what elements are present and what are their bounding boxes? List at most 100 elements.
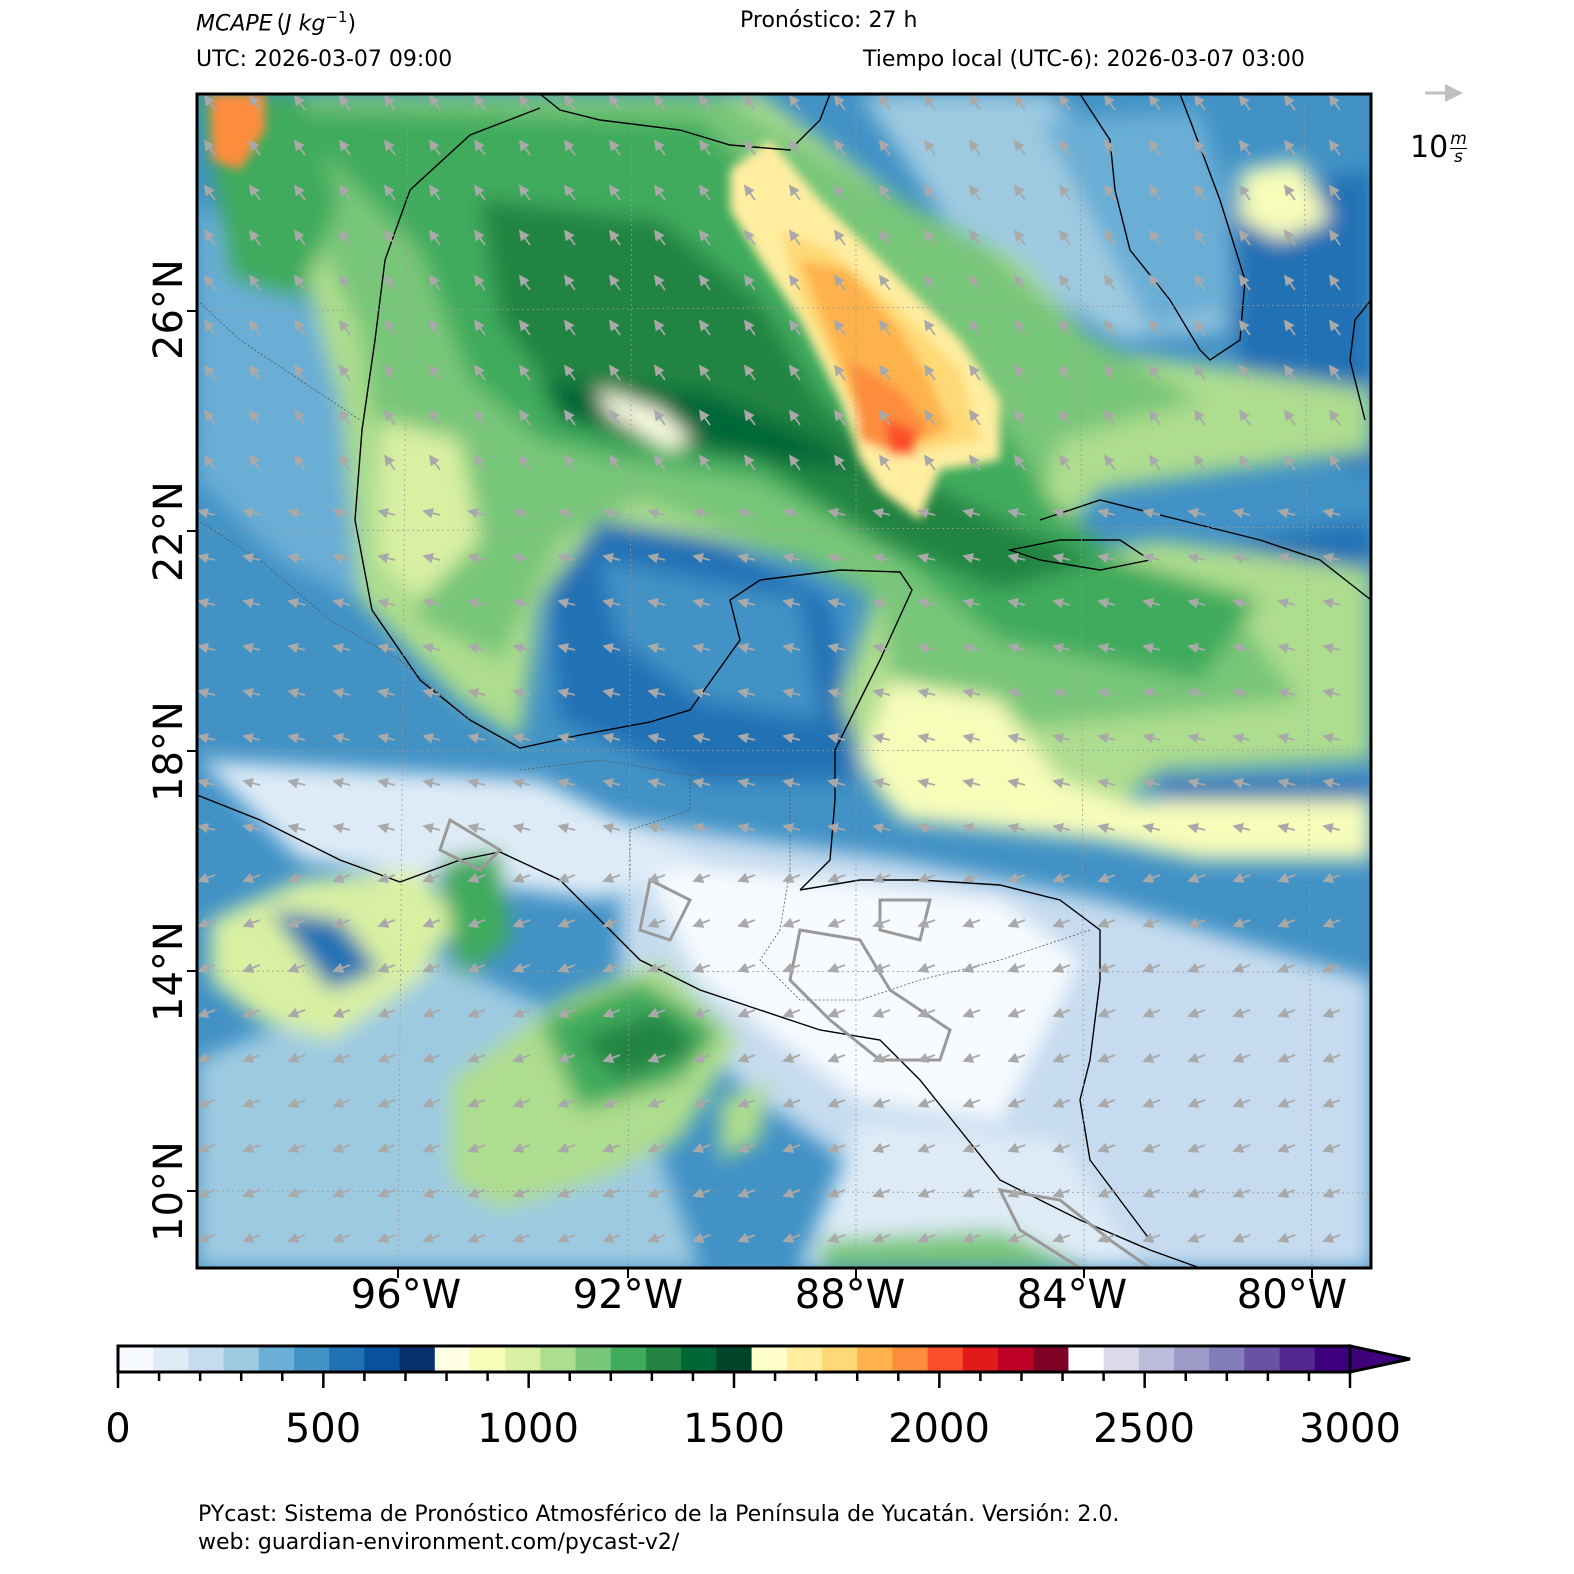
wind-arrow-icon <box>1277 1187 1296 1198</box>
wind-arrow-icon <box>422 1142 441 1153</box>
wind-arrow-icon <box>1283 184 1296 201</box>
wind-arrow-icon <box>1193 274 1206 291</box>
wind-arrow-icon <box>1148 184 1161 201</box>
wind-arrow-icon <box>473 364 486 381</box>
wind-arrow-icon <box>1193 409 1206 426</box>
wind-arrow-icon <box>1103 94 1116 111</box>
wind-arrow-icon <box>968 454 981 471</box>
wind-arrow-icon <box>383 409 396 426</box>
lat-label-10: 10°N <box>146 1141 192 1242</box>
wind-arrow-icon <box>1013 454 1026 471</box>
wind-arrow-icon <box>1007 1187 1026 1198</box>
wind-arrow-icon <box>203 274 216 291</box>
wind-arrow-icon <box>1238 94 1251 111</box>
wind-arrow-icon <box>923 454 936 471</box>
wind-arrow-icon <box>1322 777 1341 789</box>
lat-label-22: 22°N <box>146 481 192 582</box>
wind-arrow-icon <box>203 319 216 336</box>
wind-arrow-icon <box>248 139 261 156</box>
wind-arrow-icon <box>653 184 666 201</box>
wind-arrow-icon <box>332 962 351 973</box>
wind-arrow-icon <box>332 1097 351 1108</box>
wind-arrow-icon <box>1187 597 1206 609</box>
wind-arrow-icon <box>698 319 711 336</box>
wind-arrow-icon <box>287 1007 306 1018</box>
wind-key: 10 m s <box>1410 130 1467 166</box>
wind-arrow-icon <box>1277 822 1296 834</box>
wind-arrow-icon <box>608 454 621 471</box>
wind-arrow-icon <box>1058 409 1071 426</box>
wind-arrow-icon <box>293 409 306 426</box>
wind-arrow-icon <box>338 454 351 471</box>
wind-arrow-icon <box>1187 1097 1206 1108</box>
wind-arrow-icon <box>602 687 621 699</box>
wind-arrow-icon <box>512 687 531 699</box>
wind-arrow-icon <box>1322 552 1341 564</box>
wind-arrow-icon <box>1052 732 1071 744</box>
wind-arrow-icon <box>968 139 981 156</box>
wind-arrow-icon <box>287 777 306 789</box>
colorbar-segment <box>892 1346 929 1372</box>
variable-name: MCAPE <box>196 11 273 37</box>
wind-arrow-icon <box>962 777 981 789</box>
wind-arrow-icon <box>827 1232 846 1243</box>
wind-arrow-icon <box>647 1097 666 1108</box>
colorbar-segment <box>1068 1346 1105 1372</box>
wind-arrow-icon <box>332 822 351 834</box>
colorbar-segment <box>716 1346 753 1372</box>
wind-arrow-icon <box>332 1232 351 1243</box>
colorbar-segment <box>540 1346 577 1372</box>
wind-arrow-icon <box>377 962 396 973</box>
wind-arrow-icon <box>248 94 261 111</box>
wind-arrow-icon <box>377 552 396 564</box>
wind-arrow-icon <box>737 597 756 609</box>
wind-arrow-icon <box>602 552 621 564</box>
wind-arrow-icon <box>197 1097 216 1108</box>
wind-arrow-icon <box>422 872 441 883</box>
wind-arrow-icon <box>467 507 486 519</box>
wind-arrow-icon <box>1097 597 1116 609</box>
wind-arrow-icon <box>332 507 351 519</box>
wind-arrow-icon <box>872 1007 891 1018</box>
wind-arrow-icon <box>557 732 576 744</box>
wind-arrow-icon <box>1148 364 1161 381</box>
wind-arrow-icon <box>782 1097 801 1108</box>
wind-key-unit-den: s <box>1454 147 1463 167</box>
wind-arrow-icon <box>518 364 531 381</box>
wind-arrow-icon <box>833 409 846 426</box>
wind-arrow-icon <box>1013 184 1026 201</box>
wind-arrow-icon <box>692 552 711 564</box>
wind-arrow-icon <box>737 777 756 789</box>
wind-arrow-icon <box>467 642 486 654</box>
wind-arrow-icon <box>647 1232 666 1243</box>
wind-arrow-icon <box>383 319 396 336</box>
wind-arrow-icon <box>1328 274 1341 291</box>
wind-arrow-icon <box>338 319 351 336</box>
wind-arrow-icon <box>1103 454 1116 471</box>
wind-arrow-icon <box>917 872 936 883</box>
wind-arrow-icon <box>968 319 981 336</box>
lat-ticks <box>187 310 197 1192</box>
wind-arrow-icon <box>377 1232 396 1243</box>
footer-url: web: guardian-environment.com/pycast-v2/ <box>198 1530 680 1555</box>
wind-arrow-icon <box>1283 319 1296 336</box>
wind-arrow-icon <box>1142 1232 1161 1243</box>
wind-arrow-icon <box>1097 1142 1116 1153</box>
wind-arrow-icon <box>467 962 486 973</box>
wind-arrow-icon <box>962 822 981 834</box>
wind-arrow-icon <box>242 822 261 834</box>
wind-arrow-icon <box>1232 732 1251 744</box>
wind-arrow-icon <box>242 917 261 928</box>
wind-arrow-icon <box>1052 1142 1071 1153</box>
variable-title: MCAPE (J kg−1) <box>196 8 357 37</box>
wind-arrow-icon <box>1097 1232 1116 1243</box>
wind-arrow-icon <box>743 454 756 471</box>
wind-arrow-icon <box>1142 687 1161 699</box>
wind-arrow-icon <box>647 687 666 699</box>
wind-arrow-icon <box>1142 962 1161 973</box>
wind-arrow-icon <box>833 94 846 111</box>
wind-arrow-icon <box>602 1052 621 1063</box>
wind-arrow-icon <box>737 872 756 883</box>
wind-arrow-icon <box>962 1052 981 1063</box>
